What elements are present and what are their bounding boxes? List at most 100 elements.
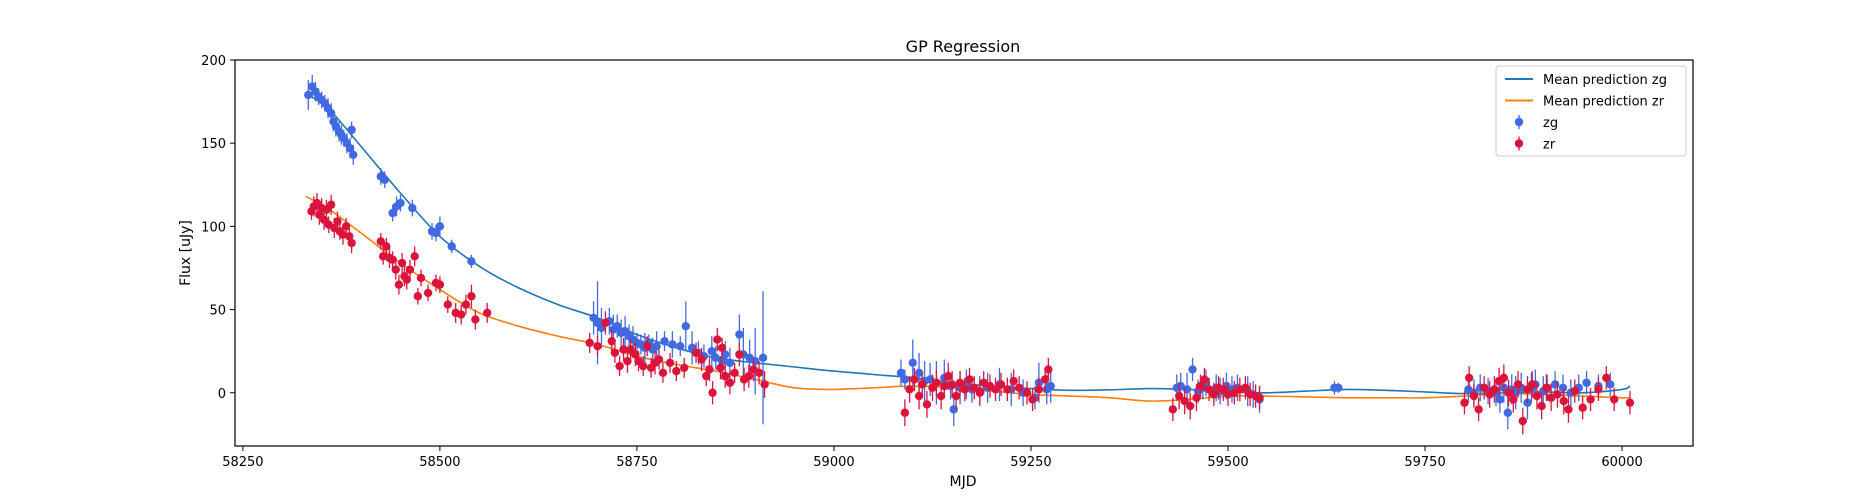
- data-point: [1564, 405, 1573, 414]
- x-tick-label: 59500: [1207, 455, 1248, 470]
- legend-label: Mean prediction zg: [1543, 73, 1667, 88]
- data-point: [1606, 380, 1615, 389]
- data-point: [758, 353, 768, 363]
- data-point: [760, 380, 769, 389]
- legend-box: [1495, 65, 1687, 157]
- y-axis: 0 50 100 150 200: [201, 54, 235, 402]
- data-point: [1022, 388, 1032, 397]
- data-point: [461, 300, 471, 309]
- data-point: [1044, 365, 1053, 374]
- data-point: [610, 348, 620, 358]
- data-point: [658, 368, 668, 377]
- data-point: [1460, 398, 1469, 407]
- data-point: [1518, 416, 1527, 426]
- y-axis-label: Flux [uJy]: [178, 220, 194, 286]
- data-point: [1528, 380, 1537, 389]
- line-mean-prediction-zr: [305, 195, 1631, 402]
- data-point: [900, 408, 910, 417]
- data-point: [1200, 375, 1209, 384]
- data-point: [1255, 393, 1264, 402]
- data-point: [347, 125, 356, 135]
- x-tick-label: 59000: [813, 455, 854, 470]
- chart-title: GP Regression: [906, 37, 1021, 56]
- y-tick-label: 0: [218, 387, 226, 402]
- data-point: [1209, 390, 1219, 399]
- data-point: [416, 273, 426, 283]
- x-tick-label: 58250: [222, 455, 263, 470]
- data-point: [376, 237, 385, 246]
- data-point: [1586, 395, 1595, 404]
- data-point: [951, 391, 961, 401]
- data-point: [1174, 391, 1184, 401]
- data-point: [1503, 408, 1512, 417]
- data-point: [975, 388, 984, 397]
- data-point: [396, 198, 405, 208]
- data-point: [1168, 405, 1178, 414]
- data-point: [1625, 398, 1635, 407]
- data-point: [380, 175, 389, 184]
- data-point: [991, 385, 1000, 394]
- data-point: [1464, 373, 1474, 382]
- data-point: [970, 383, 979, 392]
- data-point: [725, 378, 735, 387]
- data-point: [922, 400, 932, 409]
- data-point: [443, 300, 452, 309]
- data-point: [615, 361, 624, 371]
- data-point: [456, 310, 466, 319]
- x-tick-label: 58500: [419, 455, 460, 470]
- data-point: [730, 368, 739, 377]
- data-point: [944, 371, 953, 381]
- data-point: [713, 335, 722, 344]
- data-point: [914, 368, 924, 377]
- data-point: [467, 257, 476, 266]
- legend: Mean prediction zg Mean prediction zr zg zr: [1495, 65, 1687, 157]
- data-point: [979, 378, 988, 387]
- data-point: [642, 341, 652, 351]
- line-mean-prediction-zg: [305, 92, 1631, 395]
- legend-label: zg: [1543, 116, 1558, 131]
- data-point: [1241, 383, 1250, 392]
- data-point: [394, 280, 404, 289]
- x-axis-label: MJD: [950, 474, 977, 490]
- series-zg: [304, 74, 1615, 430]
- legend-marker-swatch: [1514, 117, 1524, 127]
- data-point: [681, 322, 690, 331]
- data-point: [1003, 385, 1012, 394]
- data-point: [408, 203, 417, 213]
- data-point: [1553, 390, 1562, 399]
- x-tick-label: 58750: [616, 455, 657, 470]
- data-point: [1578, 403, 1587, 412]
- data-point: [1334, 383, 1343, 392]
- data-point: [1196, 381, 1205, 391]
- data-point: [1014, 383, 1024, 392]
- data-point: [607, 336, 616, 346]
- data-point: [467, 292, 476, 301]
- data-point: [1479, 383, 1489, 392]
- data-point: [1609, 395, 1619, 404]
- data-point: [378, 252, 388, 261]
- data-point: [631, 350, 640, 359]
- data-point: [585, 338, 594, 348]
- data-point: [680, 363, 689, 373]
- data-point: [1509, 395, 1518, 404]
- data-point: [1559, 396, 1568, 406]
- data-point: [702, 371, 711, 381]
- data-point: [447, 242, 456, 251]
- data-point: [672, 366, 681, 376]
- data-point: [914, 391, 924, 401]
- data-point: [1046, 381, 1055, 391]
- data-point: [691, 348, 701, 358]
- legend-label: Mean prediction zr: [1543, 95, 1665, 110]
- data-point: [347, 238, 356, 248]
- data-point: [996, 380, 1006, 389]
- data-point: [601, 318, 610, 328]
- data-point: [413, 292, 423, 301]
- data-point: [623, 356, 632, 366]
- data-point: [744, 371, 754, 381]
- data-point: [750, 356, 760, 366]
- data-point: [960, 385, 969, 394]
- data-point: [896, 368, 906, 377]
- data-point: [619, 345, 628, 354]
- data-point: [711, 353, 720, 363]
